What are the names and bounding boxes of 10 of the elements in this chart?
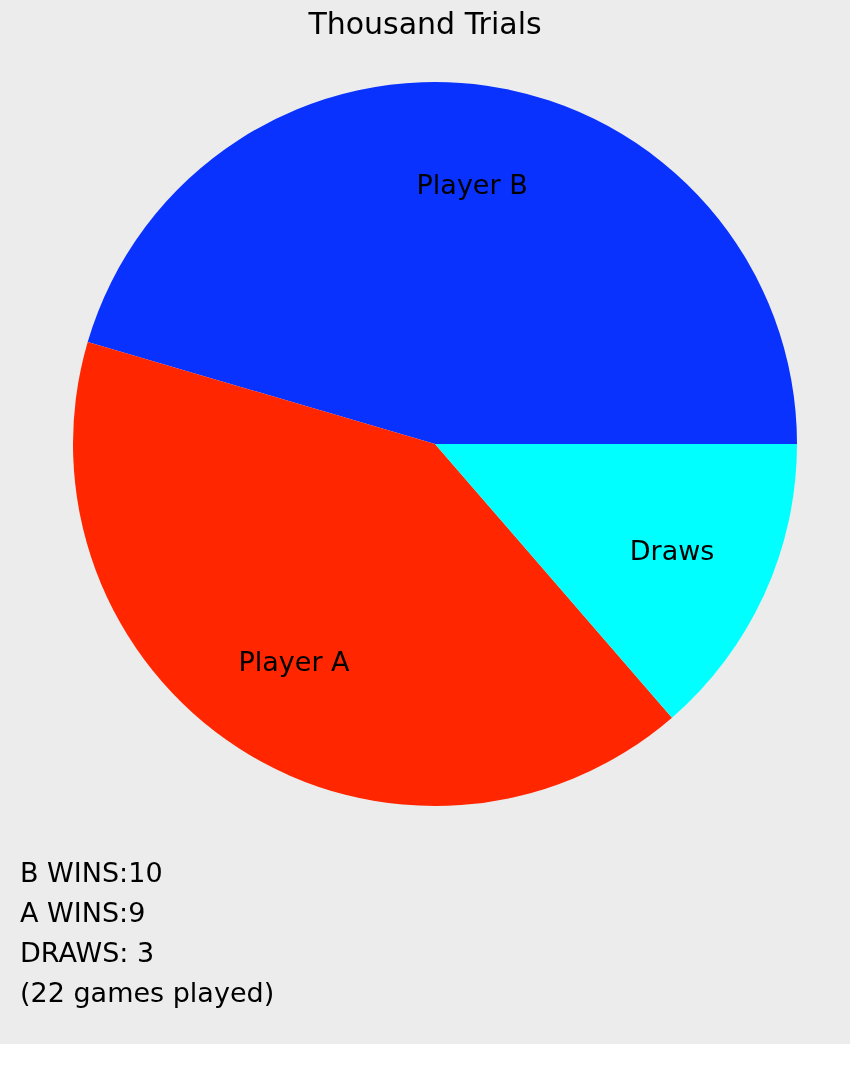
text: DRAWS: 3 [20, 937, 155, 968]
pie-slice [435, 444, 797, 718]
text: A WINS:9 [20, 897, 146, 928]
text: (22 games played) [20, 977, 275, 1008]
text: B WINS:10 [20, 857, 163, 888]
pie-slice [87, 82, 797, 444]
chart-title: Thousand Trials [307, 6, 542, 41]
slice-label: Draws [629, 535, 715, 567]
slice-label: Player A [238, 646, 351, 678]
slice-label: Player B [416, 169, 528, 201]
